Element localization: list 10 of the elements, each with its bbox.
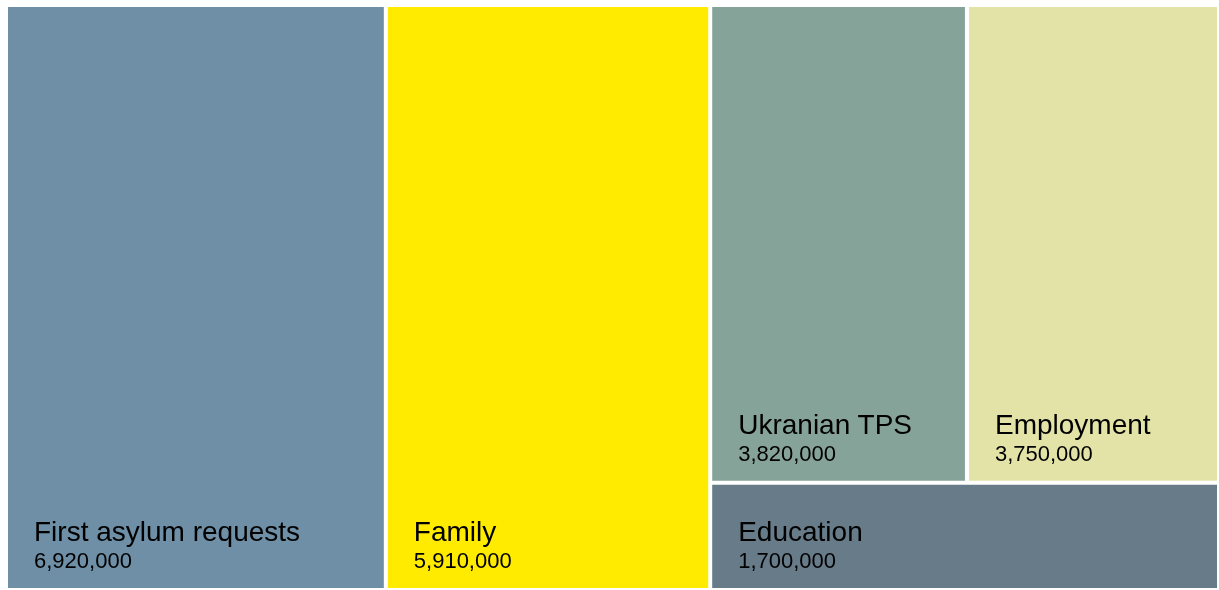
data-label: 1,700,000 [738,548,837,573]
category-label: Education [738,516,863,547]
data-label: 5,910,000 [413,548,512,573]
category-label: Ukranian TPS [738,408,912,440]
category-label: First asylum requests [34,516,301,547]
data-label: 6,920,000 [34,548,132,573]
category-label: Family [413,516,497,547]
data-label: 3,820,000 [738,440,837,466]
data-label: 3,750,000 [994,440,1093,466]
category-label: Employment [994,408,1151,440]
